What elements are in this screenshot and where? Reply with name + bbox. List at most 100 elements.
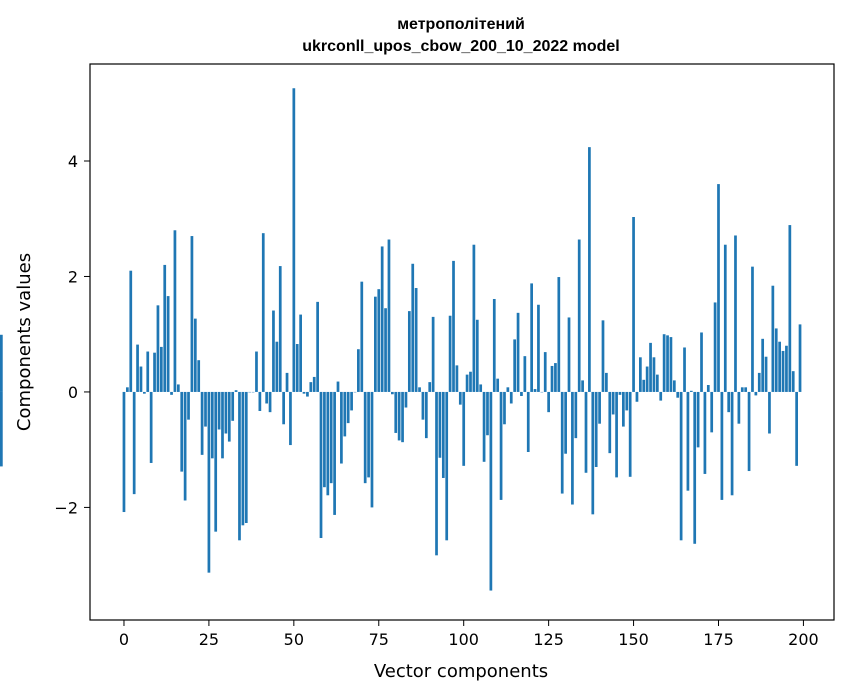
bar-114 (509, 391, 513, 404)
bar-188 (761, 338, 765, 392)
bar-106 (482, 391, 486, 462)
bar-145 (615, 391, 618, 478)
bar-23 (200, 391, 204, 455)
bar-56 (312, 376, 316, 392)
bar-127 (554, 363, 557, 392)
bar-27 (214, 391, 218, 532)
bar-55 (309, 382, 313, 392)
bar-103 (472, 244, 476, 392)
bar-76 (380, 246, 384, 392)
bar-83 (404, 391, 408, 408)
bar-120 (530, 283, 533, 392)
bar-74 (374, 296, 377, 392)
bar-78 (387, 239, 391, 392)
bar-162 (672, 380, 676, 392)
bar-199 (798, 324, 802, 392)
bar-14 (170, 391, 173, 395)
bar-80 (394, 391, 398, 433)
bar-5 (139, 366, 143, 392)
bar-109 (492, 298, 496, 392)
bar-187 (757, 372, 761, 392)
bar-170 (700, 332, 703, 392)
bar-118 (523, 356, 527, 392)
bar-131 (567, 317, 571, 392)
bar-93 (438, 391, 442, 458)
bar-157 (655, 374, 659, 392)
bar-59 (323, 391, 326, 488)
bar-181 (737, 391, 741, 424)
x-tick-label: 125 (533, 630, 564, 649)
bar-70 (360, 281, 364, 392)
bar-193 (778, 341, 781, 392)
y-axis-label: Components values (14, 253, 35, 431)
bar-91 (431, 316, 435, 392)
bar-10 (156, 305, 160, 392)
bar-190 (768, 391, 771, 434)
bar-138 (591, 391, 595, 515)
bar-134 (577, 239, 581, 392)
bar-156 (652, 357, 656, 392)
bar-137 (588, 147, 591, 392)
bar-147 (622, 391, 625, 427)
bar-32 (231, 391, 235, 421)
bar-110 (496, 378, 500, 392)
bar-167 (689, 390, 693, 392)
bar-43 (268, 391, 272, 413)
bar-73 (370, 391, 374, 508)
bar-48 (285, 372, 289, 392)
bar-9 (153, 352, 156, 392)
bar-65 (343, 391, 347, 437)
bar-41 (261, 233, 265, 392)
chart-title-line1: метрополітений (397, 16, 525, 33)
bar-88 (421, 391, 425, 420)
bar-160 (666, 335, 669, 392)
bar-92 (435, 391, 438, 556)
bar-197 (791, 371, 795, 392)
bar-141 (601, 320, 605, 392)
bar-133 (574, 391, 578, 439)
bar-149 (628, 391, 632, 477)
bar-113 (506, 387, 510, 392)
bar-12 (163, 264, 167, 392)
bar-69 (357, 349, 360, 392)
bar-144 (611, 391, 615, 415)
bar-172 (706, 385, 710, 392)
bar-24 (204, 391, 207, 427)
y-tick-label: −2 (54, 498, 78, 517)
bar-30 (224, 391, 228, 434)
bar-0 (122, 391, 126, 513)
bar-182 (740, 387, 744, 392)
bar-86 (414, 288, 418, 392)
bar-81 (397, 391, 401, 441)
bar-173 (710, 391, 714, 433)
bar-15 (173, 230, 177, 392)
bar-186 (754, 391, 758, 396)
bar-194 (781, 350, 785, 392)
bar-33 (234, 390, 238, 392)
bar-64 (340, 391, 343, 464)
bar-29 (221, 391, 224, 459)
bar-50 (292, 88, 296, 392)
bar-94 (441, 391, 445, 478)
bar-104 (475, 319, 479, 392)
bar-undefined (0, 334, 3, 392)
bar-60 (326, 391, 330, 496)
plot-frame (89, 63, 835, 621)
bar-122 (537, 304, 540, 392)
bar-75 (377, 289, 381, 392)
bar-79 (391, 391, 394, 395)
x-tick-label: 200 (788, 630, 819, 649)
bar-85 (411, 263, 415, 392)
bar-77 (384, 308, 387, 392)
bar-46 (278, 266, 282, 392)
bars-group (0, 88, 802, 591)
bar-146 (618, 391, 622, 395)
bar-164 (679, 391, 683, 541)
bar-undefined (0, 391, 3, 467)
bar-136 (584, 391, 588, 473)
bar-148 (625, 391, 629, 411)
bar-72 (367, 391, 370, 478)
bar-191 (771, 285, 775, 392)
bar-87 (418, 387, 421, 392)
